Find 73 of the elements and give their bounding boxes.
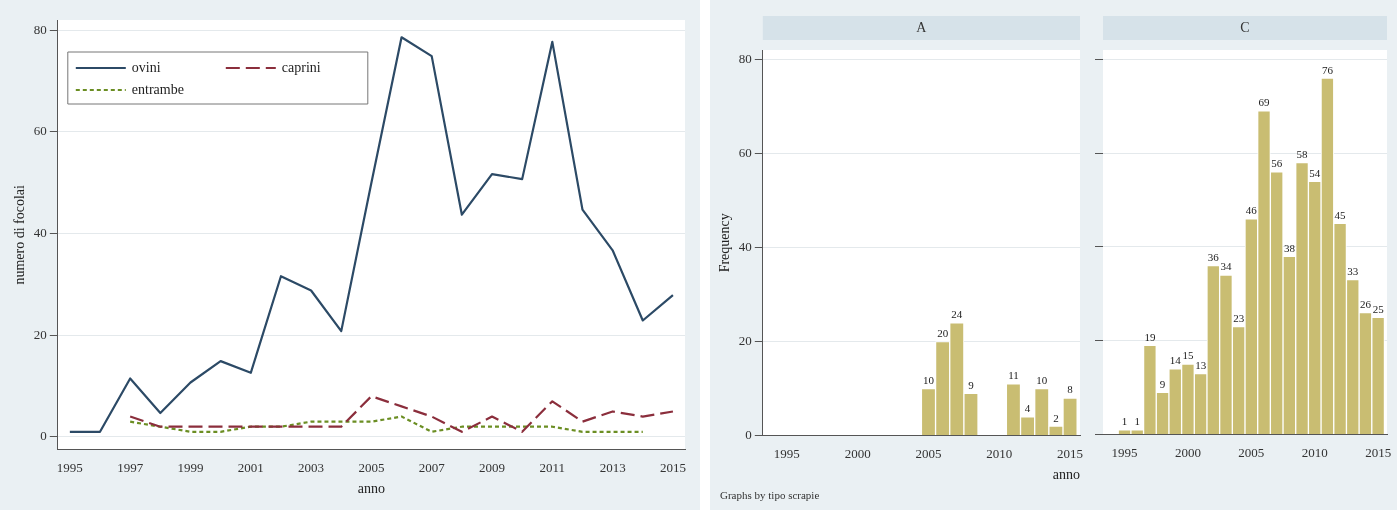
data-label: 36: [1207, 251, 1220, 264]
x-tick-label: 1997: [117, 459, 144, 475]
x-tick-label: 1995: [56, 459, 83, 475]
legend-label: entrambe: [131, 81, 184, 97]
y-tick-label: 60: [33, 123, 47, 139]
x-tick-label: 2005: [358, 459, 385, 475]
x-tick-label: 2013: [599, 459, 626, 475]
x-tick-label: 2015: [1365, 444, 1392, 460]
data-label: 10: [922, 373, 935, 386]
data-label: 13: [1195, 358, 1207, 371]
data-label: 8: [1067, 383, 1074, 396]
data-label: 34: [1220, 260, 1232, 273]
x-tick-label: 2003: [298, 459, 325, 475]
x-tick-label: 2010: [1301, 444, 1328, 460]
y-tick-label: 0: [745, 427, 752, 443]
data-label: 14: [1169, 354, 1182, 367]
data-label: 38: [1283, 241, 1296, 254]
chart-title: A: [916, 19, 928, 35]
x-tick-label: 2010: [986, 445, 1013, 461]
data-label: 46: [1245, 204, 1258, 217]
chart-title: C: [1240, 19, 1250, 35]
y-tick-label: 60: [738, 144, 752, 160]
data-label: 10: [1036, 373, 1048, 386]
line-series: [129, 395, 675, 433]
data-label: 24: [951, 308, 963, 321]
data-label: 33: [1347, 265, 1359, 278]
y-tick-label: 0: [40, 428, 47, 444]
data-label: 45: [1334, 208, 1347, 221]
legend-label: ovini: [131, 59, 161, 75]
x-tick-label: 2000: [1174, 444, 1201, 460]
data-label: 26: [1359, 297, 1372, 310]
data-label: 4: [1024, 402, 1031, 415]
x-tick-label: 2011: [539, 459, 566, 475]
data-label: 9: [968, 378, 975, 391]
data-label: 69: [1258, 96, 1271, 109]
y-tick-label: 40: [738, 238, 752, 254]
data-label: 23: [1233, 311, 1245, 324]
data-label: 1: [1121, 415, 1128, 428]
legend-label: caprini: [281, 59, 321, 75]
y-tick-label: 40: [33, 224, 47, 240]
x-tick-label: 1995: [1111, 444, 1138, 460]
data-label: 25: [1372, 302, 1385, 315]
x-tick-label: 2007: [418, 459, 446, 475]
data-label: 56: [1271, 157, 1283, 170]
line-series: [129, 415, 644, 433]
data-label: 19: [1144, 330, 1156, 343]
y-axis-title: Frequency: [717, 213, 733, 273]
x-tick-label: 2009: [479, 459, 506, 475]
x-tick-label: 2000: [844, 445, 871, 461]
data-label: 76: [1321, 63, 1334, 76]
data-label: 2: [1053, 411, 1059, 424]
y-axis-title: numero di focolai: [12, 184, 28, 285]
y-tick-label: 20: [33, 326, 47, 342]
x-tick-label: 2015: [659, 459, 686, 475]
data-label: 1: [1134, 415, 1140, 428]
y-tick-label: 80: [738, 50, 752, 66]
x-tick-label: 2015: [1057, 445, 1084, 461]
x-axis-title: anno: [1052, 467, 1080, 483]
x-axis-title: anno: [357, 481, 386, 497]
y-tick-label: 80: [33, 21, 47, 37]
x-tick-label: 2001: [237, 459, 264, 475]
data-label: 20: [937, 326, 949, 339]
x-tick-label: 1999: [177, 459, 204, 475]
text: Graphs by tipo scrapie: [720, 489, 820, 502]
x-tick-label: 2005: [1238, 444, 1265, 460]
data-label: 54: [1309, 166, 1321, 179]
data-label: 15: [1182, 349, 1194, 362]
data-label: 9: [1159, 377, 1166, 390]
data-label: 58: [1296, 147, 1309, 160]
y-tick-label: 20: [738, 332, 752, 348]
x-tick-label: 2005: [915, 445, 942, 461]
x-tick-label: 1995: [773, 445, 800, 461]
data-label: 11: [1008, 369, 1019, 382]
